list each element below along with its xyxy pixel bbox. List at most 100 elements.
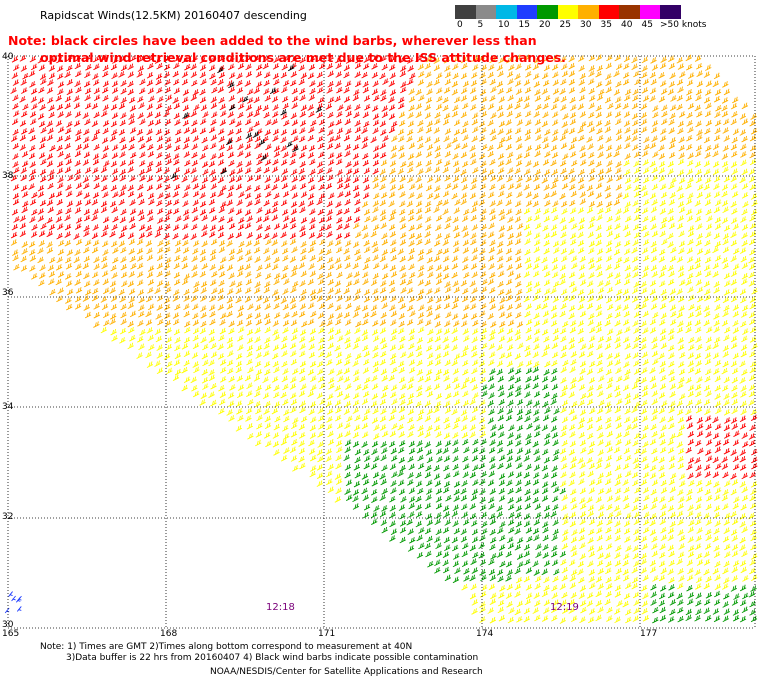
wind-barb: [31, 224, 38, 231]
wind-barb: [586, 416, 594, 424]
wind-barb: [244, 151, 252, 158]
wind-barb: [290, 430, 298, 438]
wind-barb: [579, 511, 587, 518]
wind-barb: [272, 72, 280, 80]
wind-barb: [299, 111, 306, 118]
colorbar-swatch: [598, 5, 619, 19]
wind-barb: [210, 183, 217, 190]
wind-barb: [649, 559, 657, 567]
wind-barb: [730, 287, 738, 295]
wind-barb: [579, 279, 587, 286]
wind-barb: [398, 320, 405, 328]
wind-barb: [712, 416, 719, 424]
wind-barb: [139, 118, 146, 125]
wind-barb: [336, 295, 343, 302]
wind-barb: [227, 400, 235, 407]
wind-barb: [678, 152, 685, 160]
wind-barb: [533, 270, 540, 278]
wind-barb: [352, 343, 359, 350]
wind-barb: [415, 400, 422, 408]
wind-barb: [750, 128, 758, 135]
wind-barb: [318, 350, 325, 358]
wind-barb: [326, 478, 333, 486]
wind-barb: [553, 486, 560, 493]
wind-barb: [408, 511, 415, 518]
wind-barb: [137, 279, 144, 287]
wind-barb: [651, 496, 659, 504]
wind-barb: [533, 519, 540, 526]
wind-barb: [290, 319, 298, 327]
wind-barb: [642, 239, 650, 246]
wind-barb: [291, 102, 298, 109]
wind-barb: [552, 439, 559, 447]
wind-barb: [452, 63, 459, 70]
wind-barb: [560, 344, 568, 352]
wind-barb: [605, 240, 613, 247]
wind-barb: [319, 382, 326, 390]
wind-barb: [652, 616, 659, 624]
wind-barb: [325, 294, 332, 302]
wind-barb: [436, 87, 443, 94]
wind-barb: [74, 80, 81, 88]
wind-barb: [461, 295, 469, 303]
wind-barb: [444, 233, 451, 240]
wind-barb: [355, 353, 362, 360]
wind-barb: [551, 119, 559, 126]
wind-barb: [433, 473, 441, 480]
wind-barb: [381, 488, 388, 495]
wind-barb: [263, 350, 270, 357]
wind-barb: [479, 559, 487, 566]
wind-barb: [372, 320, 379, 327]
wind-barb: [606, 503, 613, 511]
wind-barb: [748, 176, 756, 183]
wind-barb: [462, 120, 469, 128]
wind-barb: [355, 320, 362, 328]
wind-barb: [435, 272, 443, 279]
wind-barb: [535, 222, 542, 230]
colorbar-label: 0: [457, 20, 463, 30]
wind-barb: [156, 280, 164, 287]
wind-barb: [372, 224, 380, 231]
wind-barb: [334, 288, 342, 295]
wind-barb: [704, 375, 711, 383]
wind-barb: [552, 327, 560, 335]
wind-barb: [724, 326, 731, 334]
wind-barb: [406, 319, 414, 326]
wind-barb: [13, 216, 20, 223]
wind-barb: [571, 400, 578, 408]
wind-barb: [542, 159, 550, 166]
wind-barb: [373, 145, 380, 152]
wind-barb: [442, 336, 449, 343]
wind-barb: [209, 191, 217, 199]
wind-barb: [677, 568, 684, 575]
wind-barb: [641, 287, 648, 295]
wind-barb: [272, 135, 279, 142]
wind-barb: [65, 158, 73, 166]
wind-barb: [363, 503, 371, 511]
wind-barb: [623, 63, 630, 70]
wind-barb: [571, 262, 578, 270]
wind-barb: [372, 471, 380, 479]
wind-barb: [703, 136, 711, 144]
wind-barb: [299, 343, 306, 350]
wind-barb: [262, 62, 269, 70]
wind-barb: [110, 160, 118, 168]
wind-barb: [416, 183, 424, 190]
wind-barb: [678, 247, 685, 255]
wind-barb: [543, 239, 550, 247]
wind-barb: [668, 222, 676, 230]
wind-barb: [641, 600, 649, 608]
wind-barb: [472, 551, 479, 559]
wind-barb: [82, 295, 90, 302]
wind-barb: [523, 615, 530, 623]
wind-barb: [371, 88, 379, 96]
wind-barb: [578, 217, 586, 224]
wind-barb: [255, 318, 263, 326]
wind-barb: [667, 278, 675, 286]
wind-barb: [352, 360, 359, 367]
wind-barb: [435, 103, 443, 111]
wind-barb: [695, 440, 702, 447]
wind-barb: [427, 264, 434, 272]
wind-barb: [363, 462, 370, 470]
wind-barb: [642, 487, 650, 494]
